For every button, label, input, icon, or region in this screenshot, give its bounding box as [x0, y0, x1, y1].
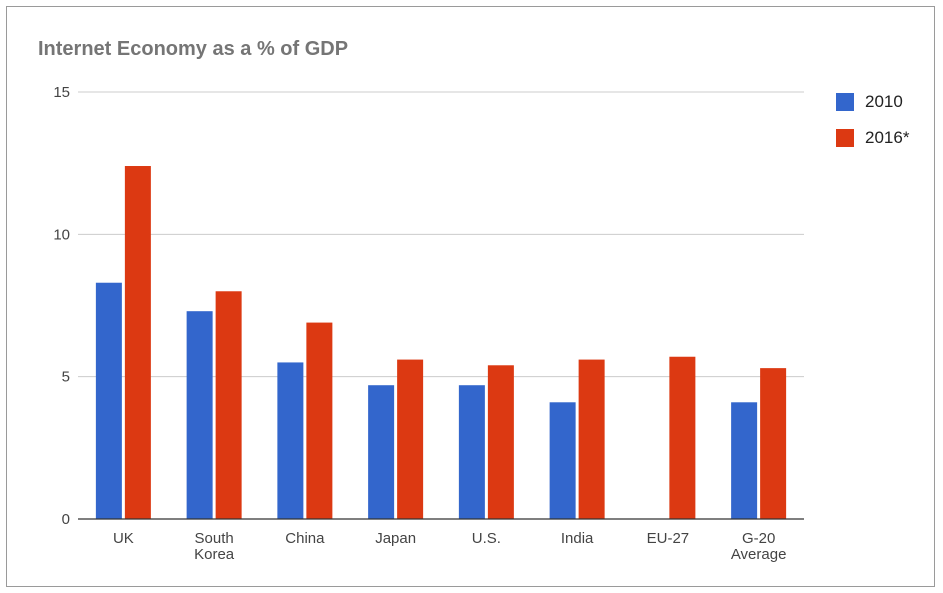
bar-2010-us[interactable]: [458, 385, 485, 519]
bar-2016-us[interactable]: [487, 365, 514, 519]
legend-label-2016: 2016*: [865, 128, 910, 147]
bar-2010-g20average[interactable]: [731, 402, 758, 519]
bar-2016-eu27[interactable]: [669, 356, 696, 519]
tick-labels: 0 5 10 15 UK South Korea China Japan U.S. India EU-…: [53, 84, 786, 563]
bar-2010-india[interactable]: [549, 402, 576, 519]
x-tick-label-g20average: G-20 Average: [731, 530, 787, 563]
bar-2016-japan[interactable]: [397, 359, 424, 519]
legend-swatch-2016: [836, 129, 854, 147]
y-tick-label-15: 15: [53, 84, 70, 101]
y-tick-label-10: 10: [53, 226, 70, 243]
y-tick-label-5: 5: [62, 369, 70, 386]
bar-2016-india[interactable]: [578, 359, 605, 519]
x-tick-label-china: China: [285, 530, 325, 547]
bar-2016-southkorea[interactable]: [215, 291, 242, 519]
chart-title: Internet Economy as a % of GDP: [38, 38, 349, 60]
bar-2016-china[interactable]: [306, 322, 333, 519]
x-tick-label-india: India: [561, 530, 594, 547]
x-tick-label-southkorea: South Korea: [194, 530, 235, 563]
bar-2016-g20average[interactable]: [760, 368, 787, 519]
x-tick-label-japan: Japan: [375, 530, 416, 547]
legend-swatch-2010: [836, 93, 854, 111]
x-tick-label-uk: UK: [113, 530, 134, 547]
bars: [95, 166, 787, 519]
bar-2010-southkorea[interactable]: [186, 311, 213, 519]
bar-2010-china[interactable]: [277, 362, 304, 519]
bar-2010-japan[interactable]: [368, 385, 395, 519]
legend-item-2016[interactable]: 2016*: [836, 120, 909, 156]
x-tick-label-us: U.S.: [472, 530, 501, 547]
bar-2010-uk[interactable]: [95, 282, 122, 519]
legend-item-2010[interactable]: 2010: [836, 84, 909, 120]
y-tick-label-0: 0: [62, 511, 70, 528]
bar-2016-uk[interactable]: [124, 166, 151, 519]
legend: 2010 2016*: [836, 84, 909, 156]
x-tick-label-eu27: EU-27: [647, 530, 690, 547]
legend-label-2010: 2010: [865, 92, 903, 111]
